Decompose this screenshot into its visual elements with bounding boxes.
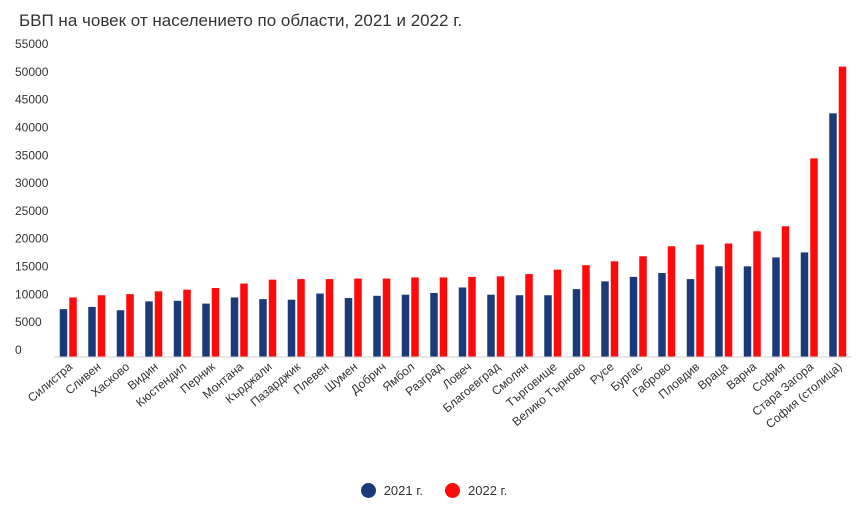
legend-item-2022: 2022 г. <box>445 483 507 498</box>
bar-2022 <box>268 279 277 357</box>
bar-2021 <box>230 297 239 357</box>
bar-2022 <box>411 277 419 357</box>
bar-2022 <box>211 288 220 357</box>
bar-2022 <box>753 231 761 357</box>
bar-2021 <box>202 303 210 357</box>
bar-2021 <box>88 306 96 357</box>
bar-2021 <box>59 309 68 357</box>
legend: 2021 г. 2022 г. <box>0 483 868 498</box>
bar-2021 <box>715 266 723 357</box>
bar-2021 <box>800 252 809 357</box>
bar-2021 <box>544 295 552 357</box>
legend-swatch-2022 <box>445 483 460 498</box>
bar-2021 <box>601 281 609 357</box>
bar-2021 <box>743 266 752 357</box>
bar-2022 <box>325 279 334 357</box>
bar-2021 <box>458 287 467 357</box>
bar-2021 <box>259 299 267 357</box>
bar-2021 <box>173 300 182 357</box>
bar-2022 <box>439 277 448 357</box>
bar-2022 <box>154 291 163 357</box>
y-tick-label: 50000 <box>15 65 49 79</box>
bar-2021 <box>116 310 125 357</box>
bar-2022 <box>639 256 647 357</box>
bar-2021 <box>629 276 638 357</box>
bar-2021 <box>572 289 581 357</box>
bar-2022 <box>696 244 704 357</box>
y-tick-label: 10000 <box>15 287 49 301</box>
bar-2021 <box>686 279 695 357</box>
bar-2022 <box>610 261 619 357</box>
bar-2022 <box>525 274 533 357</box>
bars <box>59 66 847 357</box>
y-tick-label: 30000 <box>15 176 49 190</box>
legend-label-2022: 2022 г. <box>468 483 508 498</box>
bar-2022 <box>240 283 248 357</box>
bar-2021 <box>145 301 153 357</box>
bar-2022 <box>97 295 106 357</box>
legend-label-2021: 2021 г. <box>383 483 423 498</box>
bar-2021 <box>430 293 438 357</box>
bar-2022 <box>354 278 362 357</box>
bar-2022 <box>183 289 191 357</box>
bar-2022 <box>297 279 305 357</box>
bar-2021 <box>287 299 296 357</box>
y-tick-label: 55000 <box>15 37 49 51</box>
bar-2022 <box>496 276 505 357</box>
y-axis: 0 5000 10000 15000 20000 25000 30000 35000 40000… <box>15 37 49 357</box>
bar-2021 <box>373 295 381 357</box>
y-tick-label: 45000 <box>15 93 49 107</box>
bar-2022 <box>382 278 391 357</box>
bar-2022 <box>724 243 733 357</box>
bar-2022 <box>582 265 590 357</box>
bar-2021 <box>658 272 666 357</box>
bar-2021 <box>344 298 353 357</box>
bar-2022 <box>810 158 818 357</box>
y-tick-label: 35000 <box>15 148 49 162</box>
chart-title: БВП на човек от населението по области, … <box>19 11 463 30</box>
bar-2021 <box>772 257 780 357</box>
bar-2022 <box>468 276 476 357</box>
y-tick-label: 5000 <box>15 315 42 329</box>
bar-chart-plot: 0 5000 10000 15000 20000 25000 30000 35000 40000… <box>15 37 852 431</box>
bar-2021 <box>515 295 524 357</box>
bar-2022 <box>838 66 847 357</box>
bar-2022 <box>69 297 77 357</box>
y-tick-label: 20000 <box>15 232 49 246</box>
bar-2022 <box>781 226 790 357</box>
bar-2021 <box>487 294 495 357</box>
bar-2022 <box>126 294 134 357</box>
x-tick-label: Враца <box>695 359 731 392</box>
y-tick-label: 15000 <box>15 260 49 274</box>
bar-2021 <box>829 113 837 357</box>
y-tick-label: 25000 <box>15 204 49 218</box>
legend-item-2021: 2021 г. <box>360 483 423 498</box>
bar-2021 <box>316 293 324 357</box>
bar-2022 <box>667 246 676 357</box>
y-tick-label: 40000 <box>15 120 49 134</box>
y-tick-label: 0 <box>15 343 22 357</box>
bar-2021 <box>401 294 410 357</box>
bar-2022 <box>553 269 562 357</box>
legend-swatch-2021 <box>360 483 376 498</box>
x-axis: СилистраСливенХасковоВидинКюстендилПерни… <box>25 359 845 431</box>
